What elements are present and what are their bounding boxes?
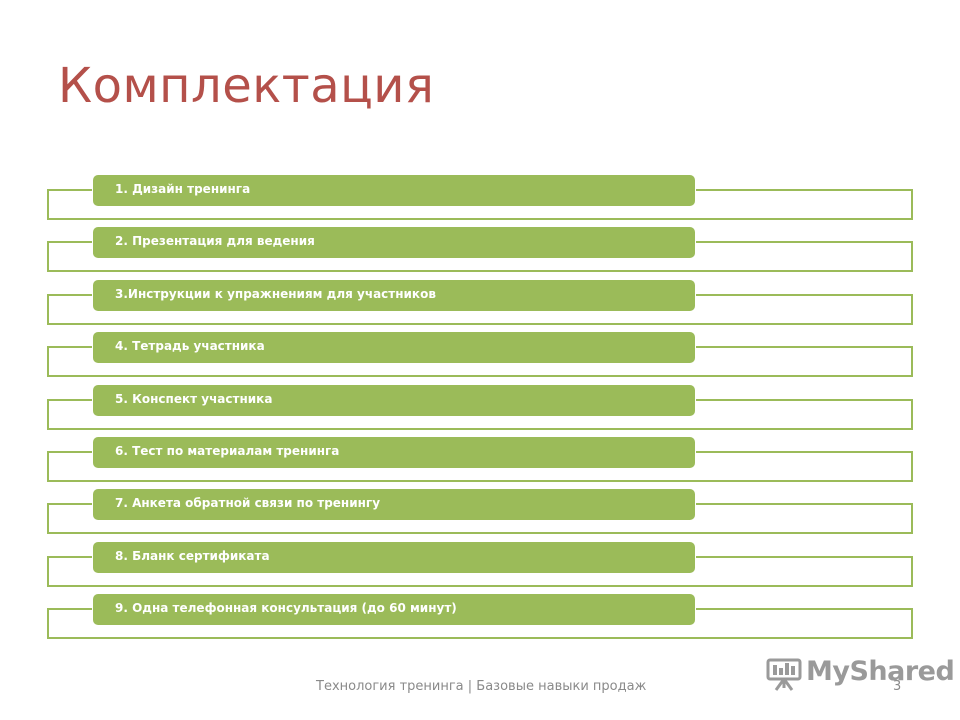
item-label: 5. Конспект участника — [93, 385, 695, 416]
item-label: 3.Инструкции к упражнениям для участнико… — [93, 280, 695, 311]
item-label: 2. Презентация для ведения — [93, 227, 695, 258]
item-label: 1. Дизайн тренинга — [93, 175, 695, 206]
watermark-text: MyShared — [806, 656, 955, 687]
presentation-screen-icon — [766, 657, 802, 691]
watermark-logo[interactable]: MyShared — [766, 654, 955, 694]
list-item: 4. Тетрадь участника — [0, 332, 960, 378]
list-item: 1. Дизайн тренинга — [0, 175, 960, 221]
list-item: 5. Конспект участника — [0, 385, 960, 431]
item-label: 9. Одна телефонная консультация (до 60 м… — [93, 594, 695, 625]
list-item: 8. Бланк сертификата — [0, 542, 960, 588]
slide-footer: Технология тренинга | Базовые навыки про… — [316, 679, 647, 694]
item-label: 4. Тетрадь участника — [93, 332, 695, 363]
list-item: 6. Тест по материалам тренинга — [0, 437, 960, 483]
list-item: 2. Презентация для ведения — [0, 227, 960, 273]
item-label: 6. Тест по материалам тренинга — [93, 437, 695, 468]
page-number: 3 — [893, 679, 902, 694]
list-item: 9. Одна телефонная консультация (до 60 м… — [0, 594, 960, 640]
item-label: 7. Анкета обратной связи по тренингу — [93, 489, 695, 520]
list-item: 3.Инструкции к упражнениям для участнико… — [0, 280, 960, 326]
list-item: 7. Анкета обратной связи по тренингу — [0, 489, 960, 535]
slide-title: Комплектация — [58, 58, 435, 114]
item-label: 8. Бланк сертификата — [93, 542, 695, 573]
